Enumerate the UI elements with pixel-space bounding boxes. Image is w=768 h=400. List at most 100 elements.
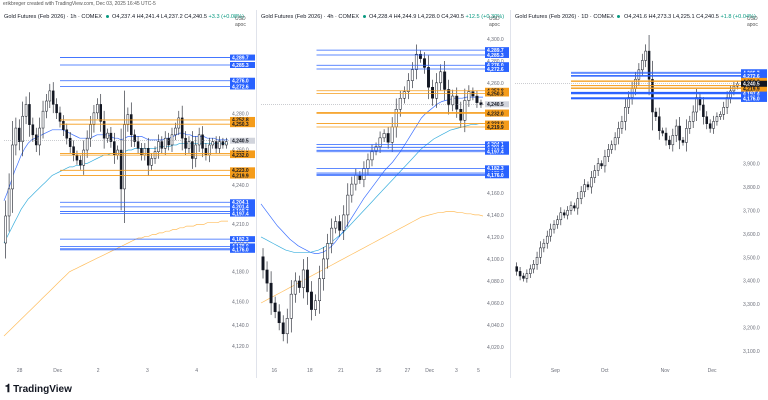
candle-body bbox=[79, 159, 82, 166]
candle-body bbox=[106, 132, 109, 139]
candle-body bbox=[354, 175, 358, 185]
chart-panel-1d[interactable]: Gold Futures (Feb 2026) · 1D · COMEX O4,… bbox=[511, 10, 768, 378]
y-tick-label: 4,210.0 bbox=[232, 222, 249, 228]
change-value: +1.8 (+0.04%) bbox=[720, 14, 756, 20]
candle-body bbox=[14, 127, 18, 146]
candle-body bbox=[281, 322, 285, 335]
candlestick-chart-4h[interactable]: 4,300.04,280.04,260.04,240.04,220.04,200… bbox=[257, 10, 510, 378]
candle-body bbox=[579, 191, 583, 199]
brand-name: TradingView bbox=[13, 383, 72, 395]
candle-body bbox=[89, 124, 92, 139]
candle-body bbox=[366, 159, 370, 169]
candle-body bbox=[322, 258, 326, 280]
y-tick-label: 3,700.0 bbox=[743, 208, 760, 214]
candle-body bbox=[7, 188, 11, 217]
candle-body bbox=[4, 215, 7, 244]
price-label: 4,252.8 bbox=[232, 118, 249, 124]
candle-body bbox=[664, 132, 668, 141]
price-label-box bbox=[230, 246, 255, 253]
candle-body bbox=[34, 134, 38, 146]
candle-body bbox=[194, 144, 198, 159]
market-status-dot bbox=[617, 15, 621, 19]
candle-body bbox=[522, 275, 525, 279]
candle-body bbox=[358, 175, 362, 180]
price-label: 4,276.0 bbox=[232, 79, 249, 85]
candle-body bbox=[406, 80, 410, 92]
candle-body bbox=[72, 146, 75, 156]
candle-body bbox=[600, 163, 603, 167]
candle-body bbox=[75, 154, 79, 161]
candle-body bbox=[18, 127, 21, 142]
y-tick-label: 4,120.0 bbox=[232, 344, 249, 350]
candle-body bbox=[647, 50, 651, 80]
price-label-box bbox=[230, 167, 255, 174]
candle-body bbox=[583, 184, 586, 192]
candlestick-chart-1d[interactable]: 3,900.0 3,800.0 3,700.0 3,600.0 3,500.0 3,400… bbox=[511, 10, 768, 378]
candle-body bbox=[515, 266, 518, 272]
price-label-box bbox=[485, 110, 509, 117]
panel-title: Gold Futures (Feb 2026) · 1h · COMEX O4,… bbox=[4, 14, 244, 20]
candle-body bbox=[109, 132, 113, 142]
candle-body bbox=[285, 318, 289, 335]
y-tick-label: 3,600.0 bbox=[743, 232, 760, 238]
panel-divider[interactable] bbox=[256, 10, 257, 378]
candle-body bbox=[394, 108, 398, 128]
candle-body bbox=[24, 104, 28, 117]
candle-body bbox=[174, 127, 177, 136]
y-tick-label: 4,020.0 bbox=[487, 345, 504, 351]
candle-body bbox=[96, 104, 99, 114]
candle-body bbox=[620, 121, 624, 129]
price-label: 4,289.7 bbox=[232, 55, 249, 61]
price-label-box bbox=[485, 165, 509, 172]
last-price-box bbox=[230, 137, 255, 144]
candle-body bbox=[301, 269, 305, 288]
candle-body bbox=[423, 58, 426, 68]
last-price-label: 4,240.5 bbox=[743, 82, 760, 88]
chart-panel-1h[interactable]: Gold Futures (Feb 2026) · 1h · COMEX O4,… bbox=[0, 10, 256, 378]
price-label-box bbox=[485, 90, 509, 97]
candle-body bbox=[31, 124, 35, 136]
y-tick-label: 3,800.0 bbox=[743, 185, 760, 191]
candle-body bbox=[431, 86, 435, 99]
tradingview-logo-icon: 𝟏 bbox=[5, 382, 11, 395]
candle-body bbox=[549, 228, 552, 237]
candle-body bbox=[671, 135, 675, 146]
y-tick-label: 3,400.0 bbox=[743, 279, 760, 285]
tradingview-logo[interactable]: 𝟏 TradingView bbox=[5, 382, 72, 396]
price-label: 4,176.0 bbox=[487, 173, 504, 179]
candle-body bbox=[38, 127, 41, 146]
chart-panel-4h[interactable]: Gold Futures (Feb 2026) · 4h · COMEX O4,… bbox=[257, 10, 510, 378]
price-label: 4,197.4 bbox=[487, 150, 504, 156]
moving-average-line bbox=[3, 220, 228, 337]
candle-body bbox=[410, 69, 414, 81]
price-label-box bbox=[485, 172, 509, 179]
panel-divider[interactable] bbox=[510, 10, 511, 378]
candle-body bbox=[51, 90, 55, 105]
price-label: 4,250.3 bbox=[487, 91, 504, 97]
candle-body bbox=[21, 115, 24, 142]
candle-body bbox=[715, 116, 719, 122]
price-label-box bbox=[230, 83, 255, 90]
candle-body bbox=[180, 117, 184, 139]
candle-body bbox=[191, 141, 194, 159]
candle-body bbox=[370, 150, 374, 161]
price-label-box bbox=[230, 172, 255, 179]
last-price-label: 4,240.5 bbox=[232, 139, 249, 145]
price-label-box bbox=[485, 51, 509, 58]
candlestick-chart-1h[interactable]: 4,300.04,280.04,260.04,240.04,210.04,200… bbox=[0, 10, 256, 378]
candle-body bbox=[197, 134, 201, 146]
candle-body bbox=[330, 227, 334, 244]
candle-body bbox=[48, 90, 52, 102]
candle-body bbox=[130, 114, 133, 136]
moving-average-line bbox=[260, 123, 483, 253]
candle-body bbox=[150, 158, 153, 166]
price-label: 4,201.4 bbox=[232, 205, 249, 211]
candle-body bbox=[651, 78, 654, 113]
last-price-label: 4,240.5 bbox=[487, 102, 504, 108]
candle-body bbox=[204, 148, 208, 156]
candle-body bbox=[613, 137, 617, 146]
y-tick-label: 4,300.0 bbox=[487, 37, 504, 43]
candle-body bbox=[569, 205, 573, 211]
y-tick-label: 4,080.0 bbox=[487, 279, 504, 285]
market-status-dot bbox=[362, 15, 366, 19]
